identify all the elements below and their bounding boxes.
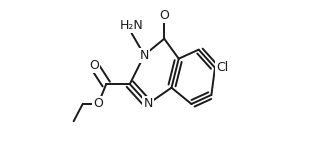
Text: N: N [143,98,153,111]
Text: Cl: Cl [216,61,228,74]
Text: O: O [159,9,169,22]
Text: O: O [89,59,100,72]
Text: H₂N: H₂N [120,19,143,32]
Text: O: O [93,98,103,111]
Text: N: N [140,49,149,62]
